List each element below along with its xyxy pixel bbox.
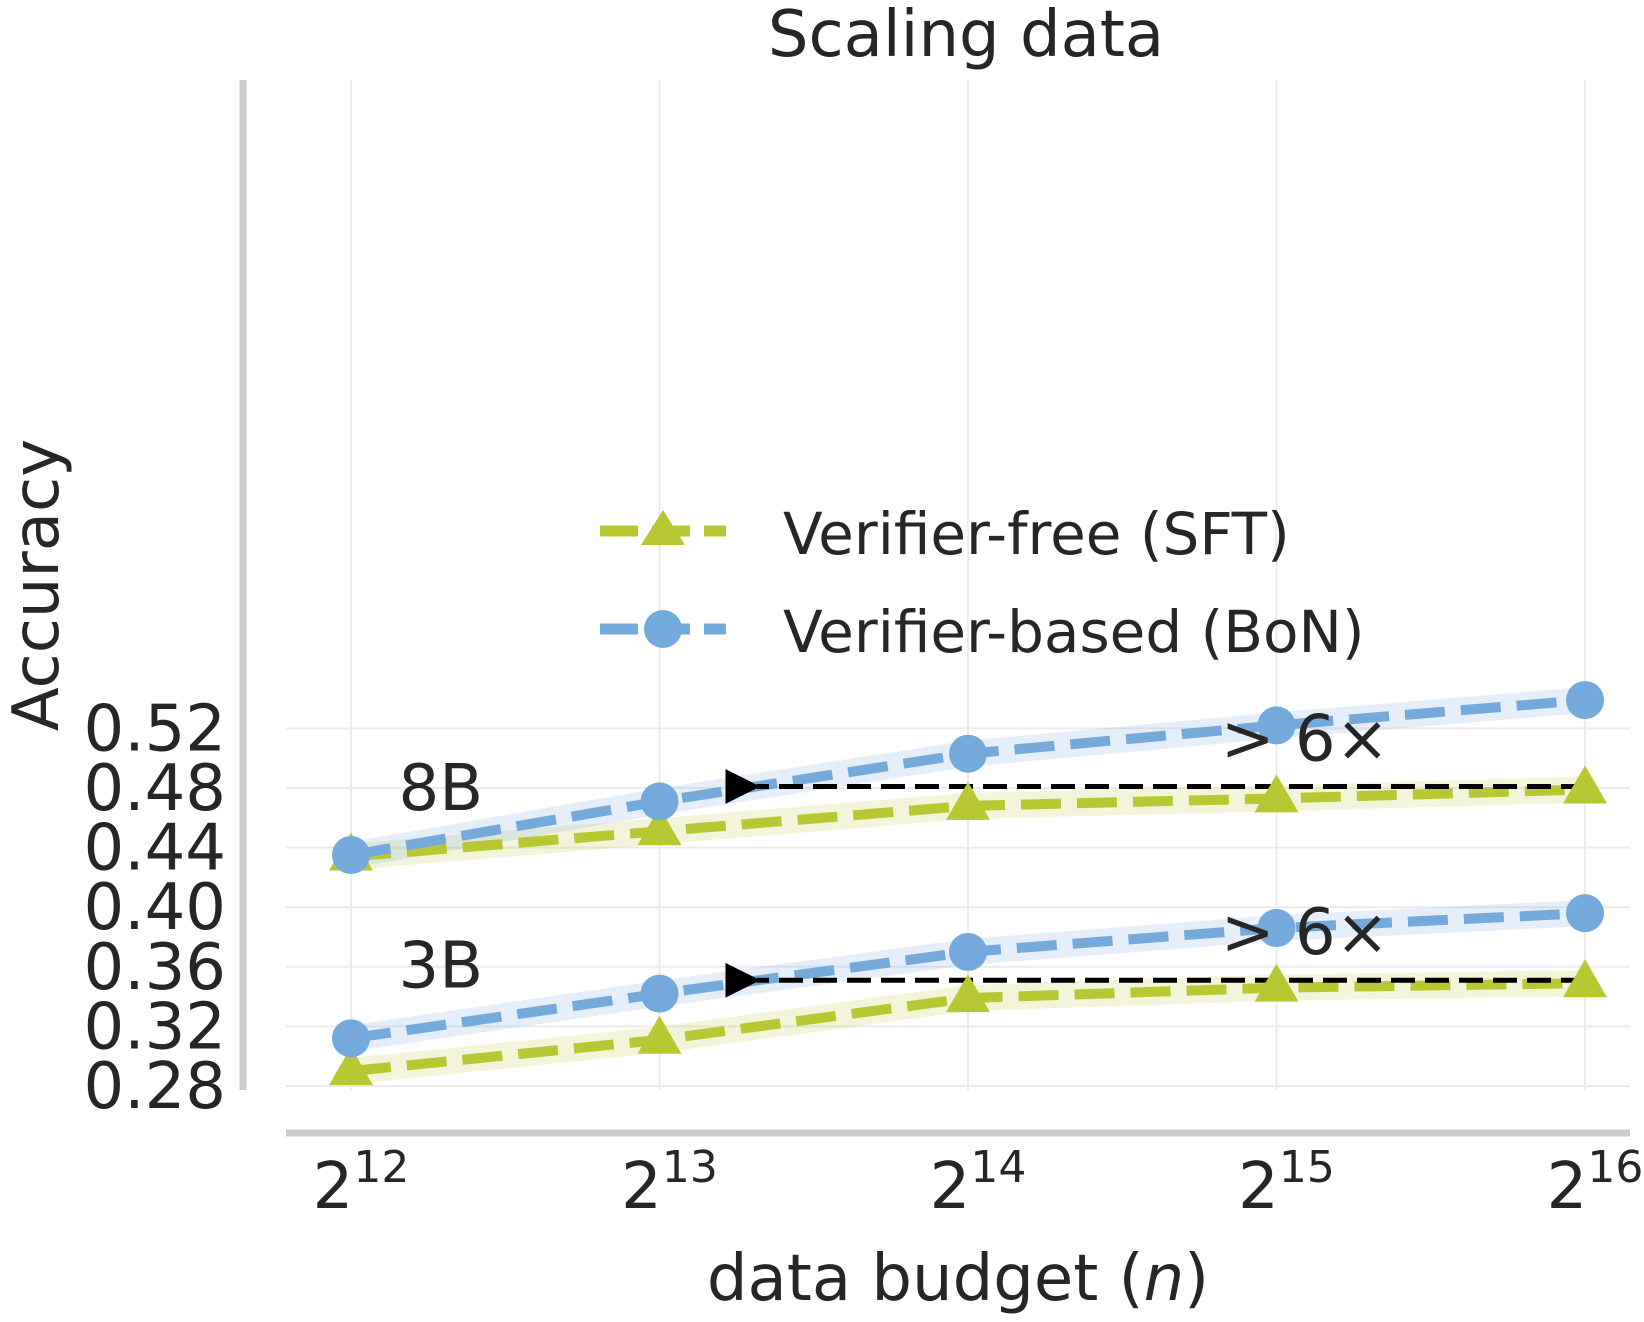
x-tick-base-3: 2 bbox=[1238, 1150, 1279, 1224]
y-axis-label: Accuracy bbox=[0, 439, 74, 731]
series-1-point-4 bbox=[1566, 681, 1604, 720]
y-tick-label-4: 0.44 bbox=[84, 812, 227, 886]
series-2-point-1 bbox=[637, 1015, 682, 1054]
group-label-8b: 8B bbox=[399, 752, 484, 826]
legend-bon-marker bbox=[644, 610, 682, 648]
series-0-point-2 bbox=[946, 781, 990, 820]
series-3-point-0 bbox=[332, 1019, 370, 1058]
y-tick-label-0: 0.28 bbox=[84, 1050, 227, 1124]
series-1-point-1 bbox=[640, 782, 679, 821]
series-markers bbox=[329, 681, 1607, 1086]
legend-entry-sft: Verifier-free (SFT) bbox=[600, 500, 1290, 568]
x-tick-label-1: 213 bbox=[621, 1142, 718, 1224]
x-tick-label-4: 216 bbox=[1547, 1142, 1644, 1224]
y-tick-label-6: 0.52 bbox=[84, 692, 227, 766]
annotations: 8B 3B > 6× > 6× bbox=[399, 703, 1390, 1004]
legend-sft-label: Verifier-free (SFT) bbox=[783, 500, 1290, 568]
series-1-point-0 bbox=[332, 836, 370, 875]
chart-title: Scaling data bbox=[768, 0, 1164, 72]
legend-sft-marker bbox=[641, 510, 685, 545]
x-axis-label-var: n bbox=[1144, 1242, 1185, 1316]
series-3-point-4 bbox=[1566, 894, 1604, 933]
y-tick-label-5: 0.48 bbox=[84, 752, 227, 826]
series-1-point-3 bbox=[1257, 706, 1296, 745]
y-tick-label-2: 0.36 bbox=[84, 931, 227, 1005]
x-tick-exp-2: 14 bbox=[970, 1142, 1026, 1193]
legend: Verifier-free (SFT) Verifier-based (BoN) bbox=[600, 500, 1365, 666]
x-tick-exp-0: 12 bbox=[353, 1142, 409, 1193]
x-tick-base-0: 2 bbox=[313, 1150, 354, 1224]
y-tick-labels: 0.280.320.360.400.440.480.52 bbox=[84, 692, 227, 1124]
series-0-point-1 bbox=[637, 807, 682, 846]
series-2-point-4 bbox=[1563, 959, 1607, 998]
series-3-point-2 bbox=[949, 932, 987, 971]
x-axis-label: data budget (n) bbox=[707, 1242, 1209, 1316]
y-tick-label-3: 0.40 bbox=[84, 871, 227, 945]
series-2-point-2 bbox=[946, 974, 990, 1013]
x-tick-base-4: 2 bbox=[1547, 1150, 1588, 1224]
series-0-point-4 bbox=[1563, 765, 1607, 804]
legend-entry-bon: Verifier-based (BoN) bbox=[600, 598, 1365, 666]
y-tick-label-1: 0.32 bbox=[84, 990, 227, 1064]
series-1-point-2 bbox=[949, 734, 987, 773]
series-2-point-3 bbox=[1254, 963, 1299, 1002]
x-tick-label-3: 215 bbox=[1238, 1142, 1335, 1224]
x-axis-label-prefix: data budget ( bbox=[707, 1242, 1144, 1316]
series-0-point-3 bbox=[1254, 774, 1299, 813]
arrow-label-2: > 6× bbox=[1221, 703, 1389, 777]
x-tick-base-2: 2 bbox=[930, 1150, 971, 1224]
x-tick-exp-1: 13 bbox=[662, 1142, 718, 1193]
group-label-3b: 3B bbox=[399, 929, 484, 1003]
series-2-point-0 bbox=[329, 1047, 373, 1086]
series-3-point-3 bbox=[1257, 909, 1296, 948]
x-tick-exp-3: 15 bbox=[1279, 1142, 1335, 1193]
x-tick-exp-4: 16 bbox=[1587, 1142, 1643, 1193]
x-axis-label-suffix: ) bbox=[1184, 1242, 1209, 1316]
legend-bon-label: Verifier-based (BoN) bbox=[783, 598, 1365, 666]
x-tick-base-1: 2 bbox=[621, 1150, 662, 1224]
arrow-label-3: > 6× bbox=[1221, 896, 1389, 970]
annotation-arrows bbox=[725, 769, 1585, 998]
series-3-point-1 bbox=[640, 974, 679, 1013]
x-tick-labels: 212 213 214 215 216 bbox=[313, 1142, 1644, 1224]
x-tick-label-2: 214 bbox=[930, 1142, 1027, 1224]
x-tick-label-0: 212 bbox=[313, 1142, 410, 1224]
